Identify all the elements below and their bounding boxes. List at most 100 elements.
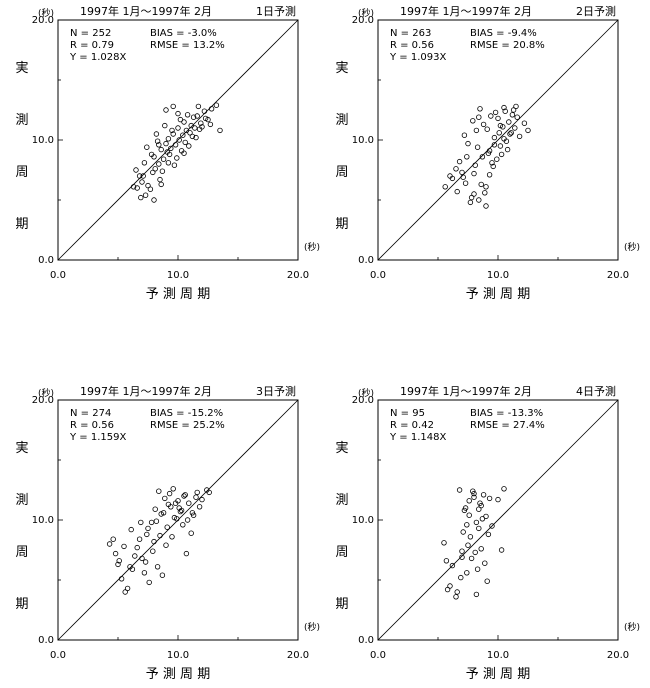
data-point bbox=[462, 505, 469, 511]
x-tick-label: 0.0 bbox=[50, 270, 66, 281]
data-point bbox=[488, 113, 494, 119]
y-axis-label-char: 実 bbox=[15, 440, 28, 456]
forecast-label: 2日予測 bbox=[576, 4, 616, 18]
data-point bbox=[453, 166, 459, 172]
stat-rmse: RMSE = 20.8% bbox=[470, 40, 545, 51]
data-point bbox=[129, 566, 136, 572]
data-point bbox=[165, 160, 172, 166]
data-point bbox=[163, 140, 169, 147]
stat-regression: Y = 1.093X bbox=[389, 52, 446, 63]
data-point bbox=[466, 512, 472, 518]
data-point bbox=[133, 167, 139, 173]
stat-r: R = 0.79 bbox=[70, 40, 114, 51]
data-point bbox=[106, 541, 113, 547]
data-point bbox=[181, 150, 187, 156]
data-point bbox=[456, 158, 463, 165]
data-point bbox=[464, 570, 470, 576]
data-point bbox=[485, 150, 492, 156]
data-point bbox=[479, 516, 486, 522]
x-tick-label: 0.0 bbox=[50, 650, 66, 661]
data-point bbox=[151, 197, 157, 203]
data-point bbox=[171, 162, 178, 168]
data-point bbox=[476, 114, 482, 120]
data-point bbox=[468, 194, 475, 201]
data-point bbox=[144, 531, 150, 538]
data-point bbox=[170, 103, 176, 110]
data-point bbox=[154, 138, 161, 144]
data-point bbox=[190, 512, 197, 518]
stat-bias: BIAS = -13.3% bbox=[470, 408, 543, 419]
data-point bbox=[516, 133, 523, 140]
data-point bbox=[483, 184, 489, 190]
data-point bbox=[157, 176, 163, 183]
data-point bbox=[124, 585, 131, 592]
data-point bbox=[115, 561, 121, 568]
data-point bbox=[494, 156, 500, 162]
data-point bbox=[177, 508, 184, 515]
data-point bbox=[145, 182, 151, 189]
data-point bbox=[490, 163, 496, 170]
forecast-label: 4日予測 bbox=[576, 384, 616, 398]
data-point bbox=[447, 173, 453, 179]
stat-rmse: RMSE = 25.2% bbox=[150, 420, 225, 431]
data-point bbox=[193, 494, 199, 500]
data-point bbox=[141, 570, 148, 576]
data-point bbox=[165, 136, 172, 142]
x-tick-label: 20.0 bbox=[287, 270, 309, 281]
data-point bbox=[183, 550, 190, 557]
data-point bbox=[443, 558, 450, 564]
data-point bbox=[159, 572, 166, 578]
data-point bbox=[170, 486, 176, 492]
data-point bbox=[482, 190, 488, 196]
data-point bbox=[162, 495, 168, 502]
data-point bbox=[150, 548, 156, 554]
y-unit-label: (秒) bbox=[358, 7, 374, 19]
x-tick-label: 0.0 bbox=[370, 270, 386, 281]
data-point bbox=[199, 124, 205, 130]
y-tick-label: 0.0 bbox=[358, 255, 374, 266]
data-point bbox=[484, 126, 490, 132]
data-point bbox=[176, 137, 182, 143]
data-point bbox=[207, 121, 214, 128]
data-point bbox=[456, 487, 463, 493]
panel-3: 0.0 10.0 20.00.010.020.0(秒)(秒)1997年 1月〜199… bbox=[15, 384, 320, 682]
data-point bbox=[194, 113, 200, 119]
data-point bbox=[480, 492, 487, 498]
data-point bbox=[485, 531, 492, 538]
data-point bbox=[180, 132, 186, 138]
forecast-label: 1日予測 bbox=[256, 4, 296, 18]
data-point bbox=[198, 120, 204, 126]
data-point bbox=[442, 184, 448, 190]
stat-regression: Y = 1.028X bbox=[69, 52, 126, 63]
data-point bbox=[492, 109, 499, 116]
data-point bbox=[467, 534, 474, 540]
data-point bbox=[509, 112, 516, 118]
data-point bbox=[476, 525, 482, 532]
reference-line bbox=[57, 19, 299, 261]
x-tick-label: 0.0 bbox=[370, 650, 386, 661]
data-point bbox=[150, 169, 156, 176]
data-point bbox=[181, 493, 187, 499]
data-point bbox=[507, 131, 513, 137]
data-point bbox=[154, 564, 161, 570]
data-point bbox=[480, 121, 487, 128]
data-point bbox=[460, 174, 466, 180]
data-point bbox=[206, 489, 212, 496]
panel-4: 0.0 10.0 20.00.010.020.0(秒)(秒)1997年 1月〜199… bbox=[335, 384, 640, 682]
data-point bbox=[134, 185, 140, 191]
data-point bbox=[141, 160, 148, 166]
data-point bbox=[142, 559, 149, 565]
stat-r: R = 0.42 bbox=[390, 420, 434, 431]
data-point bbox=[184, 112, 191, 118]
data-point bbox=[186, 143, 192, 149]
stat-rmse: RMSE = 13.2% bbox=[150, 40, 225, 51]
data-point bbox=[501, 486, 507, 492]
data-point bbox=[175, 110, 181, 117]
data-point bbox=[474, 566, 481, 572]
data-point bbox=[157, 532, 163, 539]
y-axis-label-char: 実 bbox=[15, 60, 28, 76]
data-point bbox=[477, 106, 483, 112]
data-point bbox=[498, 151, 505, 158]
data-point bbox=[174, 155, 180, 161]
data-point bbox=[136, 173, 143, 179]
